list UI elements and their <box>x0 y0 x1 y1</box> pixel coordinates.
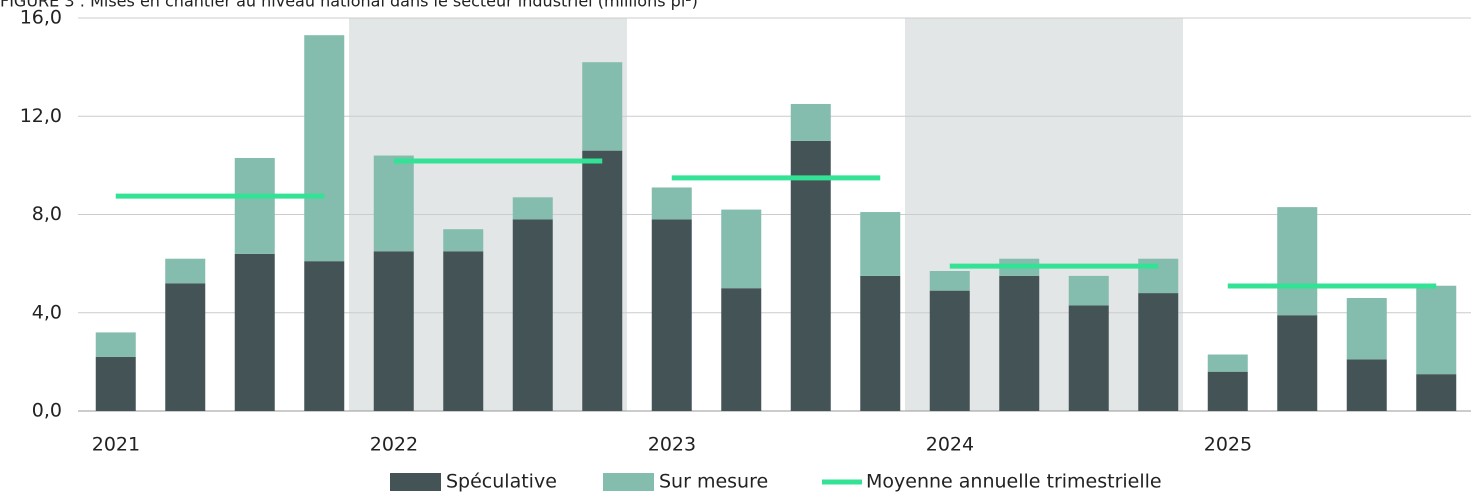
bar-segment <box>651 219 692 411</box>
bar-segment <box>929 290 970 411</box>
bar-segment <box>790 103 831 141</box>
chart-title: FIGURE 3 : Mises en chantier au niveau n… <box>0 0 698 11</box>
x-tick-label: 2025 <box>1204 434 1252 456</box>
y-tick-label: 16,0 <box>20 7 62 29</box>
x-tick-label: 2021 <box>92 434 140 456</box>
y-tick-label: 12,0 <box>20 105 62 127</box>
legend-label: Spéculative <box>446 471 557 493</box>
bar-segment <box>234 158 275 254</box>
y-tick-label: 0,0 <box>32 400 62 422</box>
x-tick-label: 2024 <box>926 434 974 456</box>
bar-segment <box>999 275 1040 411</box>
bar-segment <box>304 261 345 411</box>
bar-segment <box>1277 207 1318 316</box>
bar-segment <box>234 253 275 411</box>
bar-segment <box>1068 305 1109 411</box>
bar-segment <box>95 356 136 411</box>
bar-segment <box>721 209 762 289</box>
bar-segment <box>1277 315 1318 411</box>
bar-segment <box>582 150 623 411</box>
bar-segment <box>165 258 206 284</box>
bar-segment <box>1416 285 1457 375</box>
bar-segment <box>443 229 484 252</box>
bar-segment <box>373 155 414 252</box>
x-tick-label: 2023 <box>648 434 696 456</box>
bar-segment <box>1068 275 1109 306</box>
bar-segment <box>1346 359 1387 411</box>
bar-segment <box>443 251 484 411</box>
bar-segment <box>651 187 692 220</box>
bar-segment <box>860 275 901 411</box>
x-tick-label: 2022 <box>370 434 418 456</box>
y-tick-label: 4,0 <box>32 301 62 323</box>
bar-segment <box>95 332 136 357</box>
bar-segment <box>1138 293 1179 411</box>
bar-segment <box>165 283 206 411</box>
legend-label: Moyenne annuelle trimestrielle <box>866 471 1162 493</box>
legend-swatch <box>603 473 654 491</box>
bar-segment <box>373 251 414 411</box>
bar-segment <box>304 35 345 262</box>
bar-segment <box>1416 374 1457 411</box>
bar-segment <box>582 62 623 151</box>
bar-segment <box>1207 354 1248 372</box>
bar-segment <box>512 197 553 220</box>
bar-segment <box>929 270 970 291</box>
bar-segment <box>1207 371 1248 411</box>
bar-segment <box>1346 298 1387 360</box>
bar-segment <box>721 288 762 411</box>
bar-segment <box>790 140 831 411</box>
bar-segment <box>512 219 553 411</box>
y-tick-label: 8,0 <box>32 203 62 225</box>
bar-segment <box>860 212 901 276</box>
legend-label: Sur mesure <box>659 471 768 493</box>
legend-swatch <box>390 473 441 491</box>
